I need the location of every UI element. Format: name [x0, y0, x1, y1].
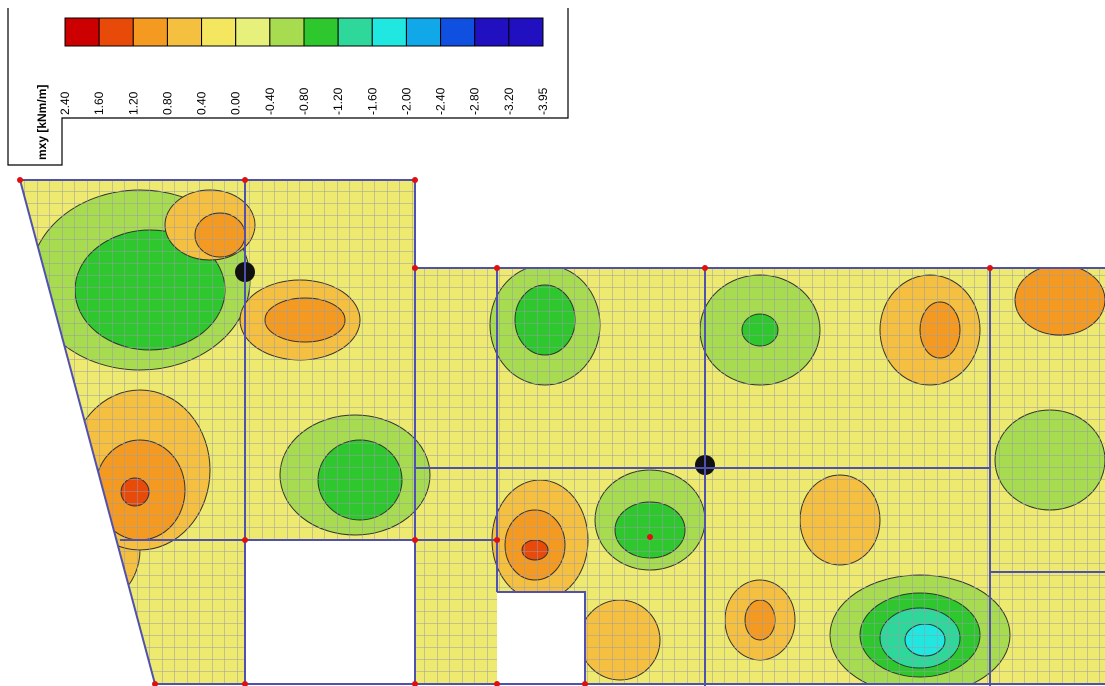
legend-label: 0.00: [229, 91, 243, 115]
legend-label: -3.95: [536, 87, 550, 115]
legend-label: -0.40: [263, 87, 277, 115]
legend-cell: [166, 17, 203, 47]
legend-label: 1.60: [92, 91, 106, 115]
legend-cell: [371, 17, 407, 47]
structure-lines: [19, 179, 1105, 686]
legend-label: 0.80: [160, 91, 174, 115]
legend-cell: [405, 17, 442, 47]
plate: [20, 180, 1105, 684]
legend-cell: [303, 17, 339, 47]
legend-label: -1.60: [365, 87, 379, 115]
legend-cell: [64, 17, 100, 47]
legend-cell: [201, 17, 237, 47]
legend-cell: [440, 17, 476, 47]
legend-label: -3.20: [502, 87, 516, 115]
legend-label: -0.80: [297, 87, 311, 115]
legend: mxy [kNm/m] 2.40 1.60 1.20 0.80 0.40 0.00 -0.4…: [7, 8, 569, 166]
legend-label: 1.20: [126, 91, 140, 115]
legend-label: -2.40: [434, 87, 448, 115]
legend-cell: [337, 17, 373, 47]
legend-cell: [98, 17, 134, 47]
legend-label: 2.40: [58, 91, 72, 115]
legend-cell: [235, 17, 271, 47]
legend-cell: [474, 17, 510, 47]
legend-label: -1.20: [331, 87, 345, 115]
legend-label: -2.00: [399, 87, 413, 115]
legend-label: -2.80: [468, 87, 482, 115]
supports: [17, 177, 993, 686]
legend-cell: [508, 17, 544, 47]
legend-cell: [132, 17, 168, 47]
legend-label: 0.40: [195, 91, 209, 115]
legend-title: mxy [kNm/m]: [35, 85, 49, 160]
legend-cell: [269, 17, 305, 47]
